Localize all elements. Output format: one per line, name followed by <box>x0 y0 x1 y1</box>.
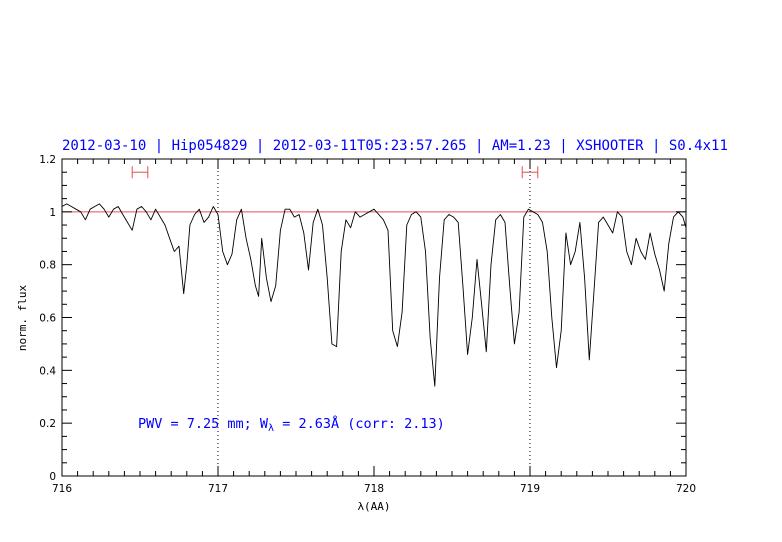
error-bar-1 <box>521 166 539 179</box>
y-axis-label: norm. flux <box>16 285 29 352</box>
x-tick-label: 719 <box>520 483 540 495</box>
y-tick-label: 0.6 <box>39 313 56 325</box>
annotation-subscript: λ <box>268 423 274 434</box>
pwv-annotation: PWV = 7.25 mm; Wλ = 2.63Å (corr: 2.13) <box>138 415 445 434</box>
x-tick-label: 717 <box>208 483 228 495</box>
y-tick-label: 0.2 <box>39 418 56 430</box>
y-tick-label: 0.4 <box>39 365 56 377</box>
x-tick-label: 718 <box>364 483 384 495</box>
y-tick-label: 1 <box>49 207 56 219</box>
annotation-suffix: = 2.63Å (corr: 2.13) <box>274 415 445 432</box>
y-tick-label: 1.2 <box>39 154 56 166</box>
spectrum-series-0 <box>62 203 686 387</box>
y-tick-label: 0 <box>49 471 56 483</box>
error-bar-0 <box>131 166 149 179</box>
annotation-prefix: PWV = 7.25 mm; W <box>138 416 269 432</box>
x-tick-label: 720 <box>676 483 696 495</box>
x-tick-label: 716 <box>52 483 72 495</box>
x-axis-label: λ(AA) <box>357 500 390 513</box>
chart-title: 2012-03-10 | Hip054829 | 2012-03-11T05:2… <box>62 138 728 154</box>
y-tick-label: 0.8 <box>39 260 56 272</box>
